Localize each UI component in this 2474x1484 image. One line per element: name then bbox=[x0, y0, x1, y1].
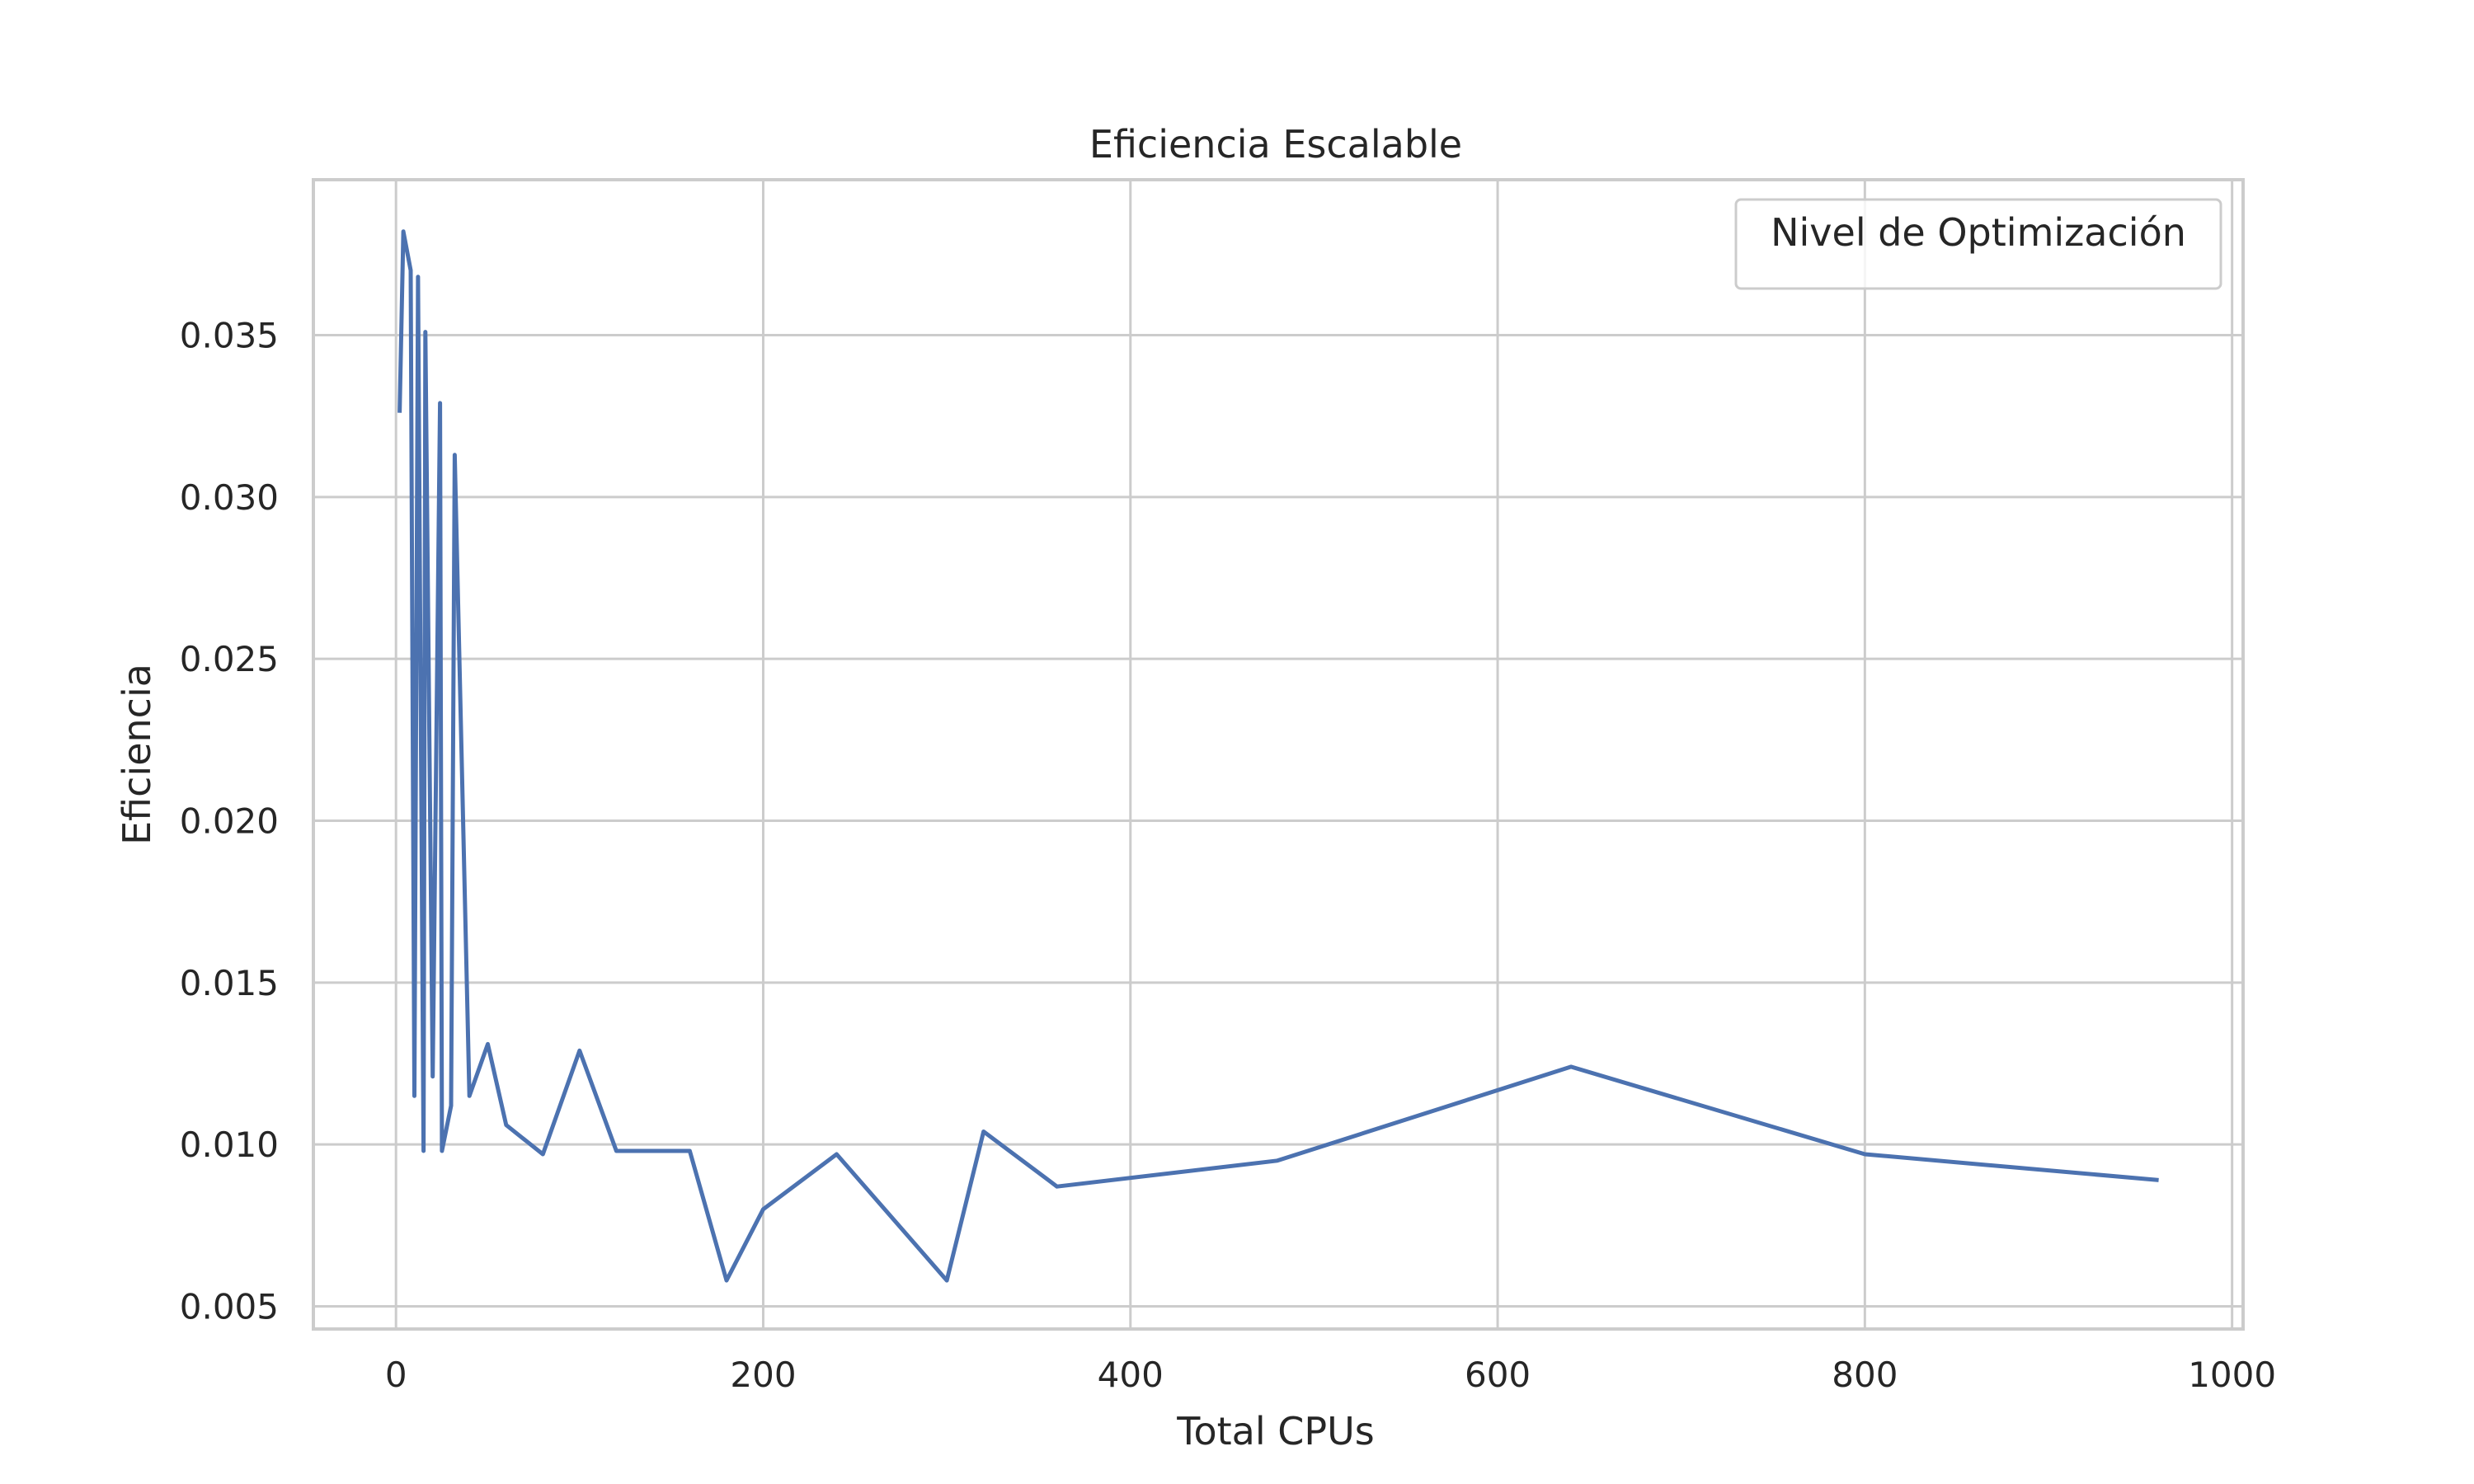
x-tick-label: 800 bbox=[1832, 1355, 1898, 1395]
x-axis-label: Total CPUs bbox=[1176, 1409, 1375, 1453]
y-tick-label: 0.025 bbox=[180, 639, 279, 679]
x-tick-label: 400 bbox=[1098, 1355, 1164, 1395]
y-tick-label: 0.005 bbox=[180, 1287, 279, 1327]
y-tick-labels: 0.005 0.010 0.015 0.020 0.025 0.030 0.035 bbox=[180, 315, 279, 1327]
legend-title: Nivel de Optimización bbox=[1771, 210, 2186, 255]
legend: Nivel de Optimización bbox=[1734, 198, 2222, 290]
y-tick-label: 0.010 bbox=[180, 1125, 279, 1165]
legend-box bbox=[1734, 198, 2222, 290]
x-tick-label: 0 bbox=[385, 1355, 407, 1395]
y-tick-label: 0.035 bbox=[180, 315, 279, 355]
x-tick-labels: 0 200 400 600 800 1000 bbox=[385, 1355, 2276, 1395]
x-tick-label: 200 bbox=[730, 1355, 796, 1395]
x-gridlines bbox=[394, 180, 2234, 1329]
y-tick-label: 0.030 bbox=[180, 477, 279, 518]
plot-frame bbox=[312, 178, 2245, 1331]
y-gridlines bbox=[313, 333, 2243, 1308]
x-tick-label: 1000 bbox=[2188, 1355, 2276, 1395]
series-line bbox=[397, 229, 2159, 1283]
chart-title: Eficiencia Escalable bbox=[1089, 122, 1462, 167]
y-tick-label: 0.020 bbox=[180, 801, 279, 841]
y-tick-label: 0.015 bbox=[180, 963, 279, 1003]
y-axis-label: Eficiencia bbox=[115, 664, 159, 845]
x-tick-label: 600 bbox=[1465, 1355, 1531, 1395]
